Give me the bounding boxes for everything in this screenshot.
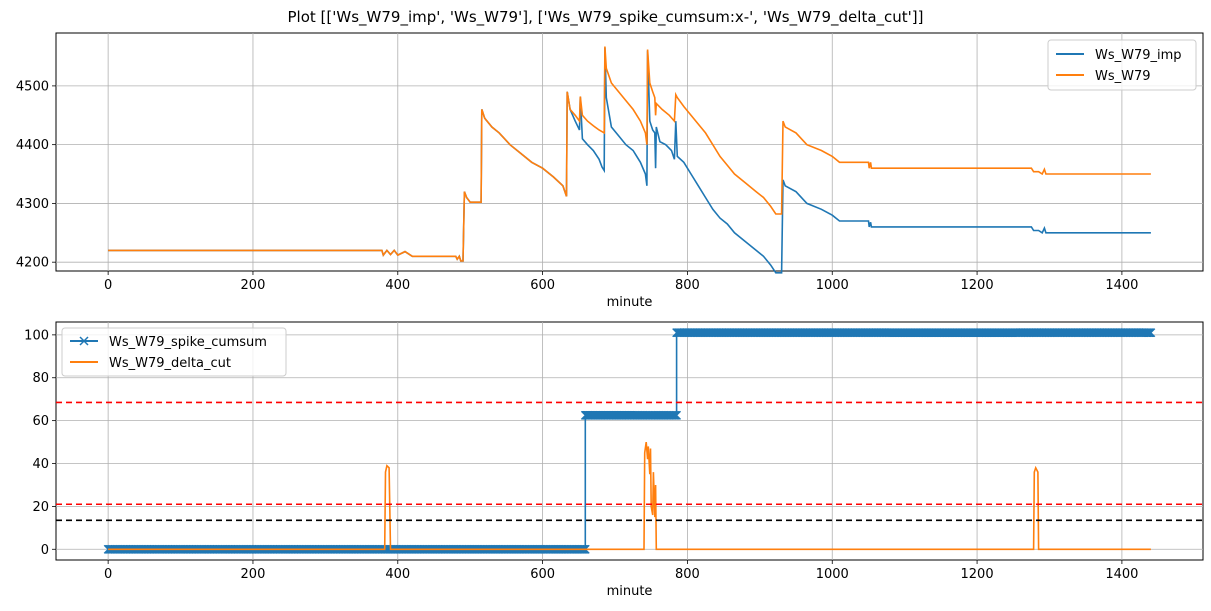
bottom-x-axis-label: minute <box>607 584 653 599</box>
x-tick-label: 1200 <box>961 567 994 582</box>
y-tick-label: 100 <box>24 328 49 343</box>
y-tick-label: 0 <box>41 543 49 558</box>
y-tick-label: 80 <box>32 371 49 386</box>
y-tick-label: 4200 <box>16 256 49 271</box>
series-line-ws-w79 <box>108 46 1151 262</box>
x-tick-label: 0 <box>104 278 112 293</box>
x-tick-label: 1200 <box>961 278 994 293</box>
bottom-ticks: 0 200 400 600 800 1000 1200 1400 0 20 40 60 80 100 <box>24 328 1138 582</box>
x-tick-label: 400 <box>385 278 410 293</box>
x-tick-label: 1000 <box>816 567 849 582</box>
y-tick-label: 4500 <box>16 79 49 94</box>
legend-label-ws-w79-delta-cut: Ws_W79_delta_cut <box>109 356 231 371</box>
legend-label-ws-w79-spike-cumsum: Ws_W79_spike_cumsum <box>109 335 267 350</box>
x-tick-label: 600 <box>530 278 555 293</box>
legend-label-ws-w79-imp: Ws_W79_imp <box>1095 48 1182 63</box>
top-grid <box>56 33 1203 271</box>
x-tick-label: 800 <box>675 278 700 293</box>
y-tick-label: 20 <box>32 500 49 515</box>
x-tick-label: 200 <box>241 278 266 293</box>
top-ticks: 0 200 400 600 800 1000 1200 1400 4200 4300 4400 450… <box>16 79 1139 293</box>
top-x-axis-label: minute <box>607 295 653 310</box>
x-tick-label: 1400 <box>1105 567 1138 582</box>
bottom-axes: 0 200 400 600 800 1000 1200 1400 0 20 40 60 80 100 mi… <box>24 321 1204 599</box>
top-legend-box <box>1047 39 1197 91</box>
top-plot-lines <box>108 46 1151 274</box>
bottom-axes-frame <box>55 321 1204 561</box>
y-tick-label: 60 <box>32 414 49 429</box>
series-line-ws-w79-delta-cut <box>108 441 1151 551</box>
y-tick-label: 40 <box>32 457 49 472</box>
y-tick-label: 4300 <box>16 197 49 212</box>
top-axes-frame <box>55 32 1204 272</box>
bottom-legend-box <box>61 327 287 377</box>
top-axes: 0 200 400 600 800 1000 1200 1400 4200 4300 4400 450… <box>16 32 1204 310</box>
x-tick-label: 1000 <box>816 278 849 293</box>
legend-marker-x-icon <box>79 336 89 346</box>
bottom-legend: Ws_W79_spike_cumsum Ws_W79_delta_cut <box>61 327 287 377</box>
legend-label-ws-w79: Ws_W79 <box>1095 69 1151 84</box>
bottom-plot-lines <box>56 328 1203 554</box>
figure-title: Plot [['Ws_W79_imp', 'Ws_W79'], ['Ws_W79… <box>288 8 924 27</box>
x-tick-label: 1400 <box>1105 278 1138 293</box>
x-tick-label: 400 <box>385 567 410 582</box>
y-tick-label: 4400 <box>16 138 49 153</box>
x-tick-label: 600 <box>530 567 555 582</box>
x-tick-label: 800 <box>675 567 700 582</box>
x-tick-label: 200 <box>241 567 266 582</box>
x-tick-label: 0 <box>104 567 112 582</box>
top-legend: Ws_W79_imp Ws_W79 <box>1047 39 1197 91</box>
